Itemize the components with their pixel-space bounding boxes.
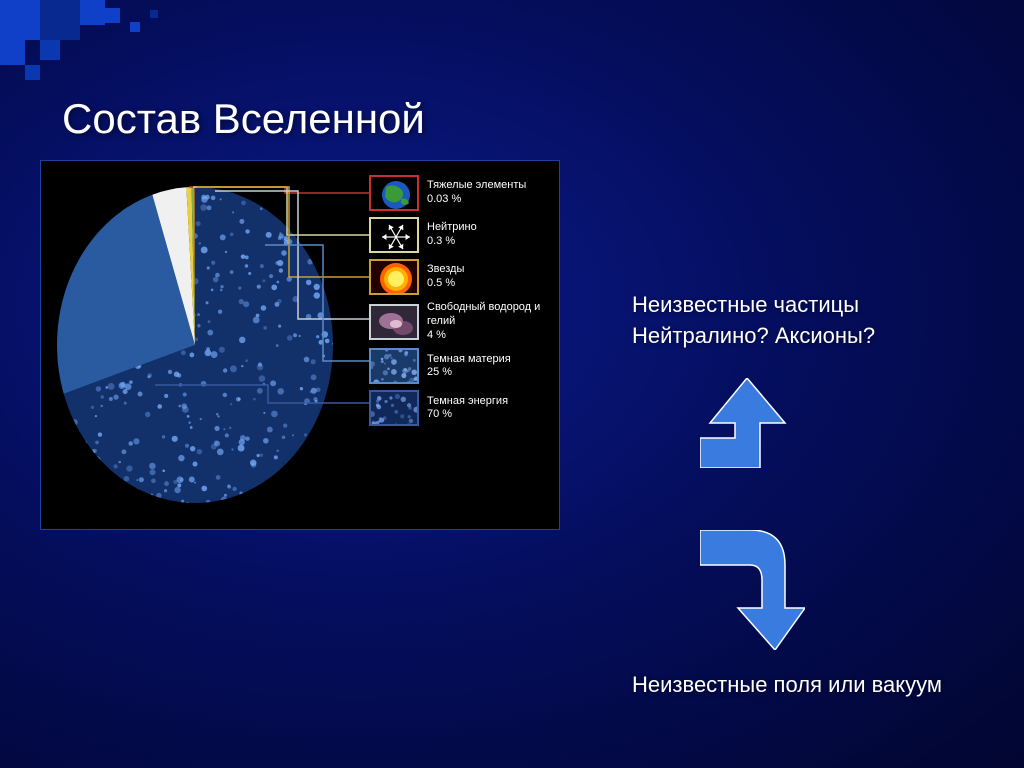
deco-square bbox=[130, 22, 140, 32]
legend-row: Тяжелые элементы0.03 % bbox=[369, 175, 549, 211]
legend-thumb bbox=[369, 348, 419, 384]
legend-label: Свободный водород и гелий4 % bbox=[427, 301, 549, 342]
legend: Тяжелые элементы0.03 % Нейтрино0.3 % Звез… bbox=[369, 175, 549, 432]
deco-square bbox=[40, 0, 80, 40]
legend-label: Тяжелые элементы0.03 % bbox=[427, 179, 526, 207]
corner-decoration bbox=[0, 0, 200, 80]
legend-row: Темная энергия70 % bbox=[369, 390, 549, 426]
legend-label: Звезды0.5 % bbox=[427, 263, 464, 291]
legend-label: Нейтрино0.3 % bbox=[427, 221, 477, 249]
annotation-line-2: Нейтралино? Аксионы? bbox=[632, 323, 875, 348]
arrow-up-icon bbox=[700, 378, 795, 468]
deco-square bbox=[0, 0, 40, 40]
annotation-vacuum: Неизвестные поля или вакуум bbox=[632, 670, 942, 701]
legend-row: Свободный водород и гелий4 % bbox=[369, 301, 549, 342]
composition-diagram: Тяжелые элементы0.03 % Нейтрино0.3 % Звез… bbox=[40, 160, 560, 530]
legend-row: Звезды0.5 % bbox=[369, 259, 549, 295]
deco-square bbox=[40, 40, 60, 60]
legend-row: Темная материя25 % bbox=[369, 348, 549, 384]
pie-chart bbox=[55, 185, 355, 505]
legend-thumb bbox=[369, 175, 419, 211]
deco-square bbox=[25, 65, 40, 80]
deco-square bbox=[150, 10, 158, 18]
slide-title: Состав Вселенной bbox=[62, 95, 425, 143]
arrow-down-icon bbox=[700, 530, 805, 650]
annotation-particles: Неизвестные частицы Нейтралино? Аксионы? bbox=[632, 290, 875, 352]
deco-square bbox=[105, 8, 120, 23]
deco-square bbox=[80, 0, 105, 25]
legend-thumb bbox=[369, 217, 419, 253]
legend-thumb bbox=[369, 390, 419, 426]
legend-thumb bbox=[369, 259, 419, 295]
legend-thumb bbox=[369, 304, 419, 340]
annotation-line-1: Неизвестные частицы bbox=[632, 292, 859, 317]
legend-row: Нейтрино0.3 % bbox=[369, 217, 549, 253]
deco-square bbox=[0, 40, 25, 65]
legend-label: Темная материя25 % bbox=[427, 353, 511, 381]
legend-label: Темная энергия70 % bbox=[427, 395, 508, 423]
